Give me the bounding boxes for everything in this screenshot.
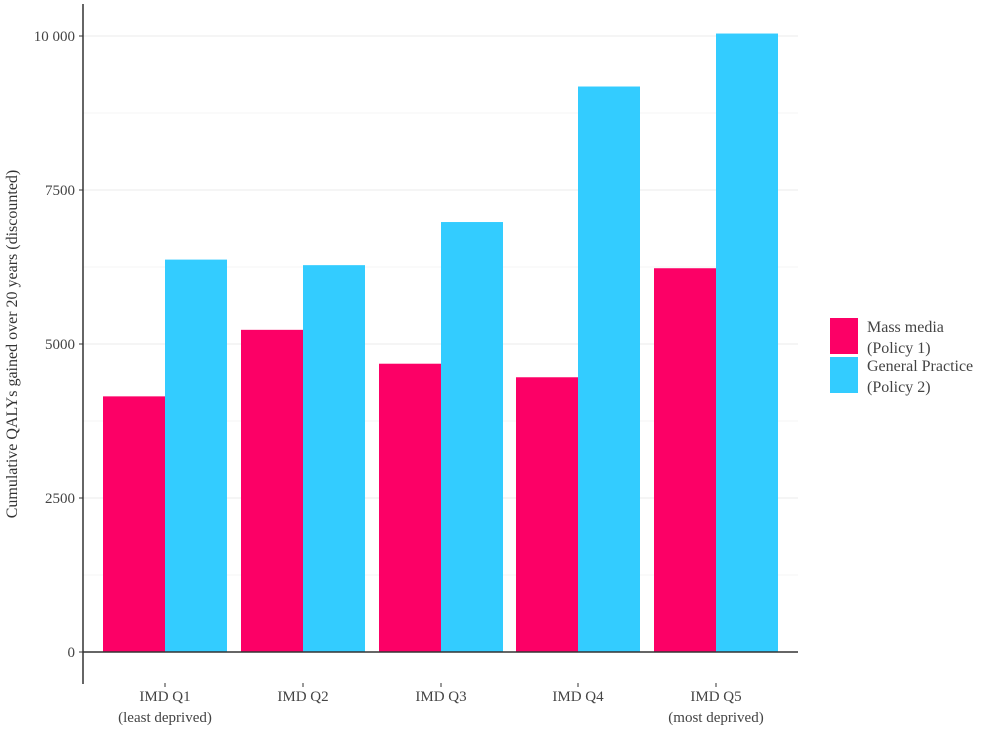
bar-series-2-cat-1: [165, 259, 227, 652]
x-tick-label: IMD Q1: [139, 689, 190, 705]
bar-series-2-cat-5: [716, 33, 778, 652]
bar-series-1-cat-5: [654, 268, 716, 652]
y-tick-label: 7500: [45, 183, 75, 199]
y-tick-label: 5000: [45, 337, 75, 353]
legend-key-series-1: [830, 318, 858, 354]
legend-label: Mass media: [867, 319, 944, 336]
bar-series-1-cat-3: [379, 363, 441, 652]
legend-label: (Policy 2): [867, 379, 931, 396]
y-tick-label: 10 000: [34, 29, 75, 45]
x-tick-label: IMD Q2: [277, 689, 328, 705]
x-tick-label: IMD Q5: [690, 689, 741, 705]
y-axis-title: Cumulative QALYs gained over 20 years (d…: [4, 170, 21, 519]
bar-series-1-cat-2: [241, 329, 303, 652]
x-tick-label: IMD Q4: [552, 689, 604, 705]
legend-key-series-2: [830, 357, 858, 393]
y-tick-label: 2500: [45, 491, 75, 507]
bars: [103, 33, 778, 653]
legend: Mass media (Policy 1)General Practice (Pol…: [830, 318, 973, 396]
y-tick-labels: 0 2500 5000 7500 10 000: [34, 29, 75, 661]
y-tick-label: 0: [68, 645, 76, 661]
x-tick-labels: IMD Q1 (least deprived) IMD Q2 IMD Q3 IMD Q4…: [118, 689, 764, 726]
x-tick-label: (least deprived): [118, 710, 212, 726]
legend-label: (Policy 1): [867, 340, 931, 357]
bar-series-2-cat-2: [303, 265, 365, 652]
bar-series-1-cat-4: [516, 377, 578, 652]
axes: [79, 4, 798, 687]
bar-series-2-cat-3: [441, 222, 503, 653]
x-tick-label: (most deprived): [668, 710, 763, 726]
bar-series-1-cat-1: [103, 396, 165, 652]
x-tick-label: IMD Q3: [415, 689, 466, 705]
bar-series-2-cat-4: [578, 86, 640, 652]
legend-label: General Practice: [867, 358, 973, 375]
